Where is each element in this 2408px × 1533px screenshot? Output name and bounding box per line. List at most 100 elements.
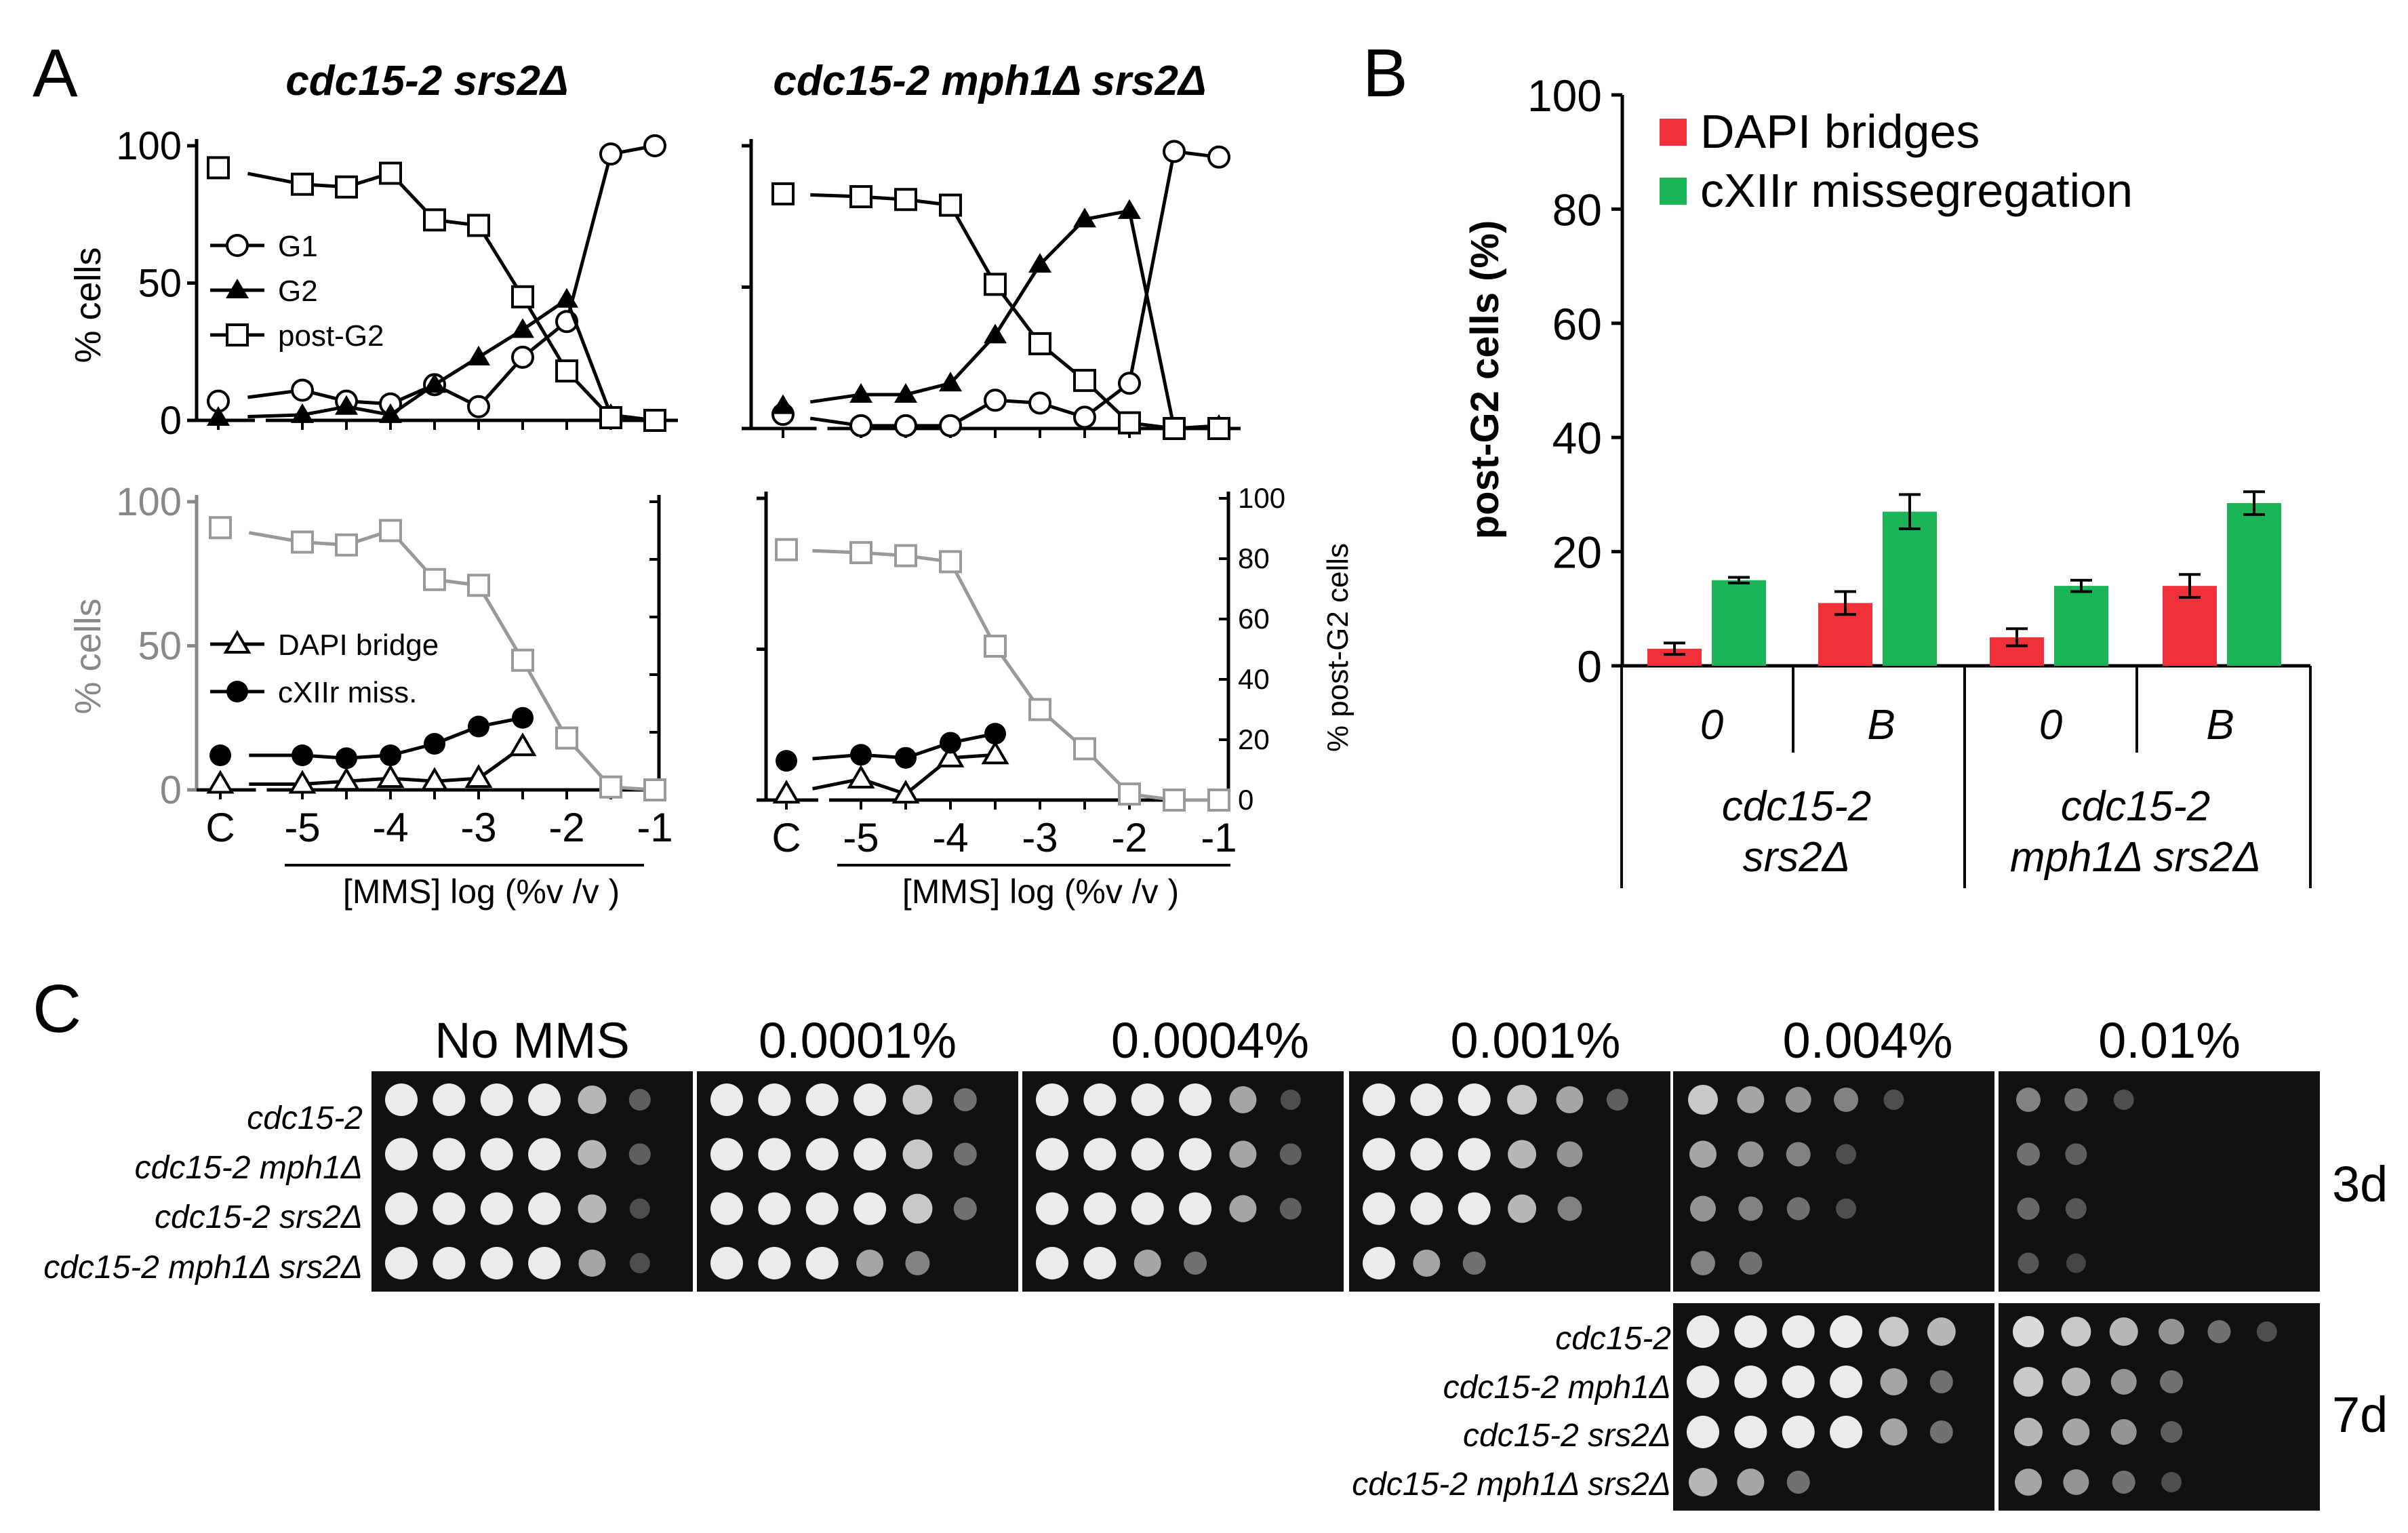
point-post-g2 [1073, 369, 1096, 393]
series-line-post-G2 [477, 224, 525, 298]
panel-a-label: A [33, 35, 78, 111]
y-tick-label: 0 [1577, 641, 1602, 692]
y-tick-label: 100 [116, 124, 182, 168]
colony-spot [1363, 1138, 1395, 1171]
series-line-post-G2 [477, 584, 525, 662]
colony-spot [2061, 1317, 2091, 1347]
colony-spot [1458, 1138, 1491, 1171]
colony-spot [1131, 1083, 1164, 1116]
right-y-tick-label: 60 [1238, 603, 1270, 635]
panel-a-title-left: cdc15-2 srs2Δ [285, 58, 568, 104]
x-axis-label-left: [MMS] log (%v /v ) [343, 873, 620, 911]
point-g2 [939, 372, 962, 392]
point-dapi-bridge [376, 764, 405, 788]
colony-spot [805, 1247, 839, 1279]
point-dapi-bridge [332, 767, 361, 791]
colony-spot [385, 1138, 418, 1171]
legend-swatch-cxiir [1660, 178, 1687, 205]
point-post-g2 [849, 185, 872, 209]
point-post-g2 [291, 530, 314, 554]
colony-spot [2013, 1316, 2044, 1347]
colony-spot [1279, 1143, 1302, 1166]
point-post-g2 [894, 188, 917, 212]
point-cxiir-miss [776, 750, 797, 772]
colony-spot [1413, 1250, 1441, 1277]
bar-cxiir [2054, 586, 2108, 666]
day-label-3d: 3d [2332, 1156, 2388, 1212]
colony-spot [758, 1083, 791, 1116]
point-post-g2 [1073, 737, 1096, 761]
colony-spot [1179, 1138, 1212, 1171]
y-tick-label: 40 [1552, 413, 1602, 463]
right-y-tick-label: 0 [1238, 784, 1253, 816]
colony-spot [1184, 1252, 1207, 1275]
plate-background [1999, 1071, 2320, 1292]
colony-spot [1131, 1192, 1164, 1225]
point-cxiir-miss [850, 744, 872, 766]
colony-spot [758, 1192, 791, 1225]
colony-spot [1687, 1366, 1719, 1398]
colony-spot [578, 1140, 607, 1169]
colony-spot [2014, 1418, 2043, 1446]
plate-3d-3 [1022, 1071, 1344, 1292]
x-tick-label: -2 [548, 805, 584, 850]
concentration-label-3: 0.0004% [1111, 1012, 1309, 1069]
day-label-7d: 7d [2332, 1387, 2388, 1443]
colony-spot [1737, 1469, 1765, 1496]
treatment-label-1: 0 [1700, 702, 1723, 749]
point-g2 [511, 318, 534, 338]
point-post-g2 [599, 405, 622, 429]
colony-spot [433, 1192, 466, 1225]
colony-spot [1363, 1247, 1395, 1279]
colony-spot [1738, 1196, 1763, 1221]
colony-spot [629, 1253, 650, 1273]
colony-spot [1690, 1195, 1716, 1222]
colony-spot [1508, 1140, 1537, 1169]
right-y-tick-label: 20 [1238, 723, 1270, 755]
colony-spot [2160, 1370, 2184, 1393]
colony-spot [385, 1247, 418, 1279]
point-dapi-bridge [891, 780, 920, 804]
colony-spot [1179, 1083, 1212, 1116]
point-g1 [984, 389, 1007, 412]
panel-b: post-G2 cells (%) 0 20 40 60 80 100 DAPI brid… [1463, 71, 2312, 888]
x-tick-label: -3 [1022, 815, 1058, 860]
colony-spot [433, 1138, 466, 1171]
colony-spot [1786, 1142, 1811, 1167]
point-post-g2 [599, 775, 622, 799]
x-tick-label: -5 [843, 815, 879, 860]
colony-spot [385, 1083, 418, 1116]
colony-spot [1410, 1192, 1443, 1225]
colony-spot [1036, 1247, 1068, 1279]
y-tick-label: 60 [1552, 299, 1602, 349]
colony-spot [1508, 1194, 1537, 1223]
colony-spot [1739, 1252, 1763, 1275]
strain-label-7d-4: cdc15-2 mph1Δ srs2Δ [1352, 1467, 1671, 1502]
point-g1 [467, 395, 490, 418]
point-post-g2 [335, 175, 358, 199]
colony-spot [1280, 1090, 1301, 1110]
colony-spot [1691, 1251, 1715, 1275]
point-post-g2 [423, 208, 446, 232]
x-tick-label: -3 [460, 805, 496, 850]
concentration-label-2: 0.0001% [759, 1012, 957, 1069]
colony-spot [1687, 1315, 1719, 1348]
colony-spot [1279, 1197, 1302, 1220]
colony-spot [1782, 1416, 1815, 1448]
colony-spot [2110, 1369, 2137, 1395]
point-cxiir-miss [512, 706, 534, 729]
panel-c: No MMS 0.0001% 0.0004% 0.001% 0.004% 0.0… [43, 1012, 2388, 1511]
axis-break [818, 795, 829, 808]
colony-spot [1229, 1195, 1257, 1222]
point-g2 [207, 405, 230, 426]
colony-spot [854, 1083, 887, 1116]
colony-spot [1606, 1089, 1628, 1111]
point-cxiir-miss [380, 744, 401, 766]
colony-spot [1927, 1317, 1956, 1346]
point-g1 [291, 378, 314, 402]
colony-spot [805, 1138, 839, 1171]
colony-spot [710, 1083, 743, 1116]
colony-spot [2110, 1419, 2137, 1445]
colony-spot [385, 1192, 418, 1225]
colony-spot [528, 1247, 561, 1279]
